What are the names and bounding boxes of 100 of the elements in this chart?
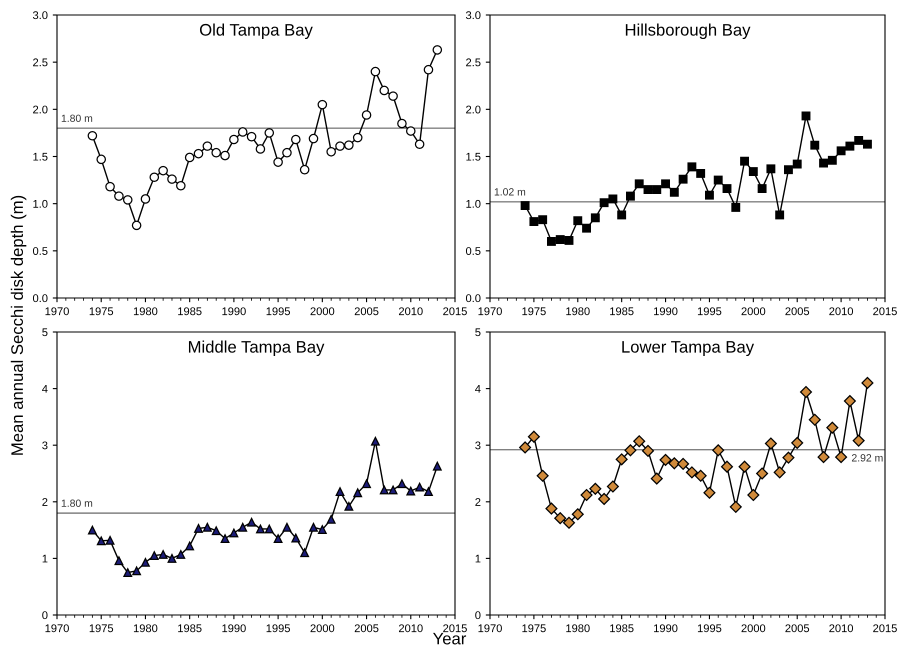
y-tick-label: 0	[475, 611, 481, 620]
point	[229, 134, 239, 144]
point	[730, 500, 742, 513]
y-tick-label: 3	[475, 441, 480, 450]
point	[766, 164, 776, 174]
point	[362, 110, 372, 120]
x-tick-label: 2010	[829, 624, 854, 632]
y-tick-label: 0.0	[466, 294, 481, 302]
x-tick-label: 2010	[398, 307, 423, 316]
point	[844, 395, 856, 408]
point	[564, 236, 574, 245]
point	[852, 434, 865, 447]
point	[696, 169, 706, 178]
point	[388, 485, 398, 494]
x-tick-label: 1980	[134, 307, 158, 316]
y-tick-label: 2.0	[466, 106, 481, 114]
point	[606, 480, 619, 493]
point	[238, 522, 248, 532]
point	[105, 182, 115, 192]
point	[633, 435, 646, 448]
point	[362, 479, 371, 488]
point	[677, 458, 690, 470]
point	[660, 454, 672, 466]
x-tick-label: 2015	[443, 307, 467, 316]
point	[538, 215, 548, 224]
point	[818, 451, 830, 464]
point	[861, 376, 874, 389]
y-tick-label: 1.5	[33, 152, 48, 161]
point	[720, 460, 734, 473]
y-tick-label: 2.5	[33, 58, 48, 66]
point	[705, 190, 714, 200]
point	[344, 502, 354, 511]
x-tick-label: 2015	[443, 624, 467, 632]
point	[106, 536, 115, 545]
point	[282, 522, 292, 532]
x-tick-label: 1980	[566, 307, 590, 316]
point	[590, 213, 600, 222]
x-tick-label: 1975	[90, 307, 114, 316]
point	[246, 132, 256, 142]
x-tick-label: 1980	[566, 624, 590, 632]
point	[747, 488, 760, 502]
x-tick-label: 2000	[310, 624, 334, 632]
x-tick-label: 1990	[654, 307, 678, 316]
point	[397, 118, 407, 128]
point	[158, 166, 168, 176]
x-tick-label: 2010	[398, 624, 423, 632]
y-tick-label: 2.5	[466, 58, 481, 66]
x-tick-label: 1970	[478, 307, 502, 316]
point	[580, 488, 593, 502]
point	[380, 485, 389, 494]
point	[388, 91, 398, 101]
point	[220, 534, 230, 544]
y-tick-label: 1.0	[466, 200, 481, 208]
point	[212, 526, 221, 536]
point	[149, 172, 160, 182]
point	[617, 210, 626, 220]
chart-title: Hillsborough Bay	[626, 23, 750, 40]
point	[738, 460, 751, 473]
point	[123, 568, 132, 577]
x-tick-label: 1995	[698, 307, 722, 316]
point	[352, 132, 363, 142]
point	[826, 422, 838, 434]
point	[589, 482, 602, 495]
point	[353, 488, 362, 498]
x-tick-label: 1970	[478, 624, 502, 632]
point	[582, 224, 591, 233]
point	[528, 430, 540, 443]
point	[132, 220, 142, 230]
point	[740, 156, 749, 166]
point	[573, 216, 582, 226]
point	[238, 127, 248, 137]
point	[802, 111, 810, 120]
point	[598, 492, 610, 505]
point	[176, 550, 186, 559]
point	[828, 156, 837, 165]
y-tick-label: 2	[475, 498, 480, 506]
y-tick-label: 5	[475, 328, 481, 336]
point	[264, 128, 274, 138]
point	[756, 467, 768, 480]
point	[168, 554, 176, 563]
point	[775, 210, 784, 220]
x-tick-label: 1990	[222, 307, 246, 316]
point	[247, 518, 256, 527]
point	[122, 195, 133, 205]
point	[670, 188, 679, 197]
point	[554, 512, 566, 524]
point	[415, 482, 424, 492]
point	[273, 157, 283, 167]
ref-line-label: 1.02 m	[494, 188, 526, 196]
point	[202, 141, 212, 151]
point	[758, 184, 767, 194]
chart-title: Lower Tampa Bay	[622, 341, 754, 356]
y-tick-label: 0.0	[32, 294, 48, 302]
point	[335, 141, 345, 151]
ref-line-label: 1.80 m	[62, 500, 92, 507]
point	[712, 444, 724, 456]
point	[652, 185, 662, 194]
point	[318, 525, 327, 534]
point	[291, 534, 300, 542]
point	[256, 524, 265, 534]
